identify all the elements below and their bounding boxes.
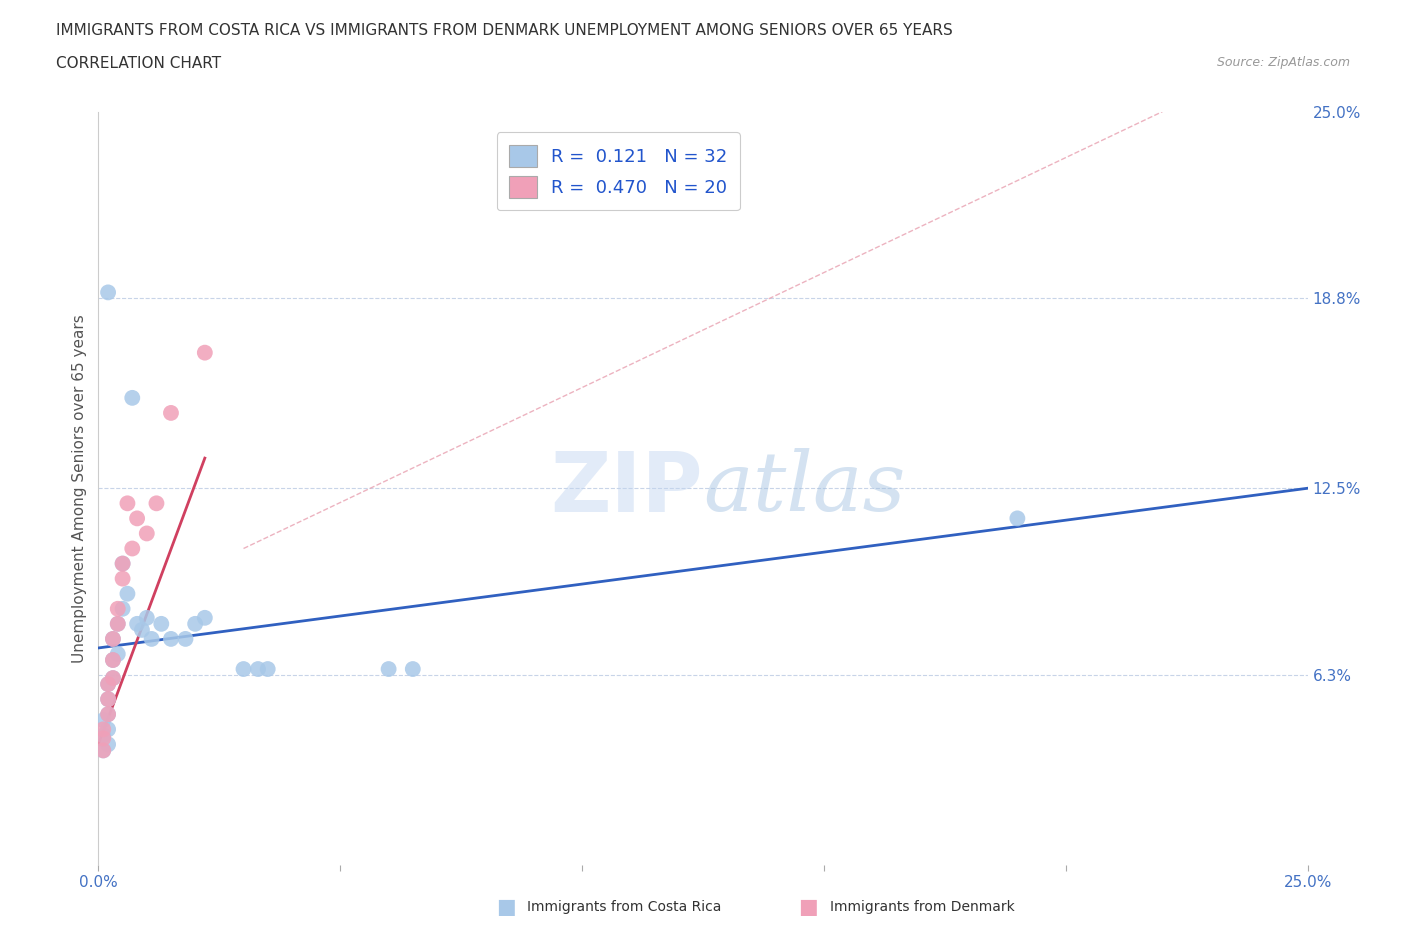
Point (101, 631, 124, 646)
Point (97, 677, 120, 692)
Point (91, 743, 114, 758)
Point (402, 661, 425, 676)
Point (145, 496, 167, 511)
Point (91, 743, 114, 758)
Point (91, 731, 114, 746)
Text: ■: ■ (496, 897, 516, 917)
Point (97, 707, 120, 722)
Point (101, 653, 124, 668)
Point (101, 631, 124, 646)
Point (97, 692, 120, 707)
Point (127, 617, 149, 631)
Point (117, 496, 139, 511)
Point (194, 345, 217, 360)
Point (107, 646, 129, 661)
Point (91, 722, 114, 737)
Point (131, 622, 153, 637)
Point (97, 737, 120, 751)
Text: atlas: atlas (703, 448, 905, 528)
Point (232, 661, 254, 676)
Point (135, 526, 157, 541)
Point (97, 285, 120, 299)
Point (141, 631, 163, 646)
Point (150, 617, 173, 631)
Point (107, 617, 129, 631)
Point (107, 617, 129, 631)
Point (101, 671, 124, 685)
Point (377, 661, 399, 676)
Point (91, 712, 114, 727)
Point (111, 556, 134, 571)
Legend: R =  0.121   N = 32, R =  0.470   N = 20: R = 0.121 N = 32, R = 0.470 N = 20 (496, 132, 740, 210)
Point (101, 671, 124, 685)
Point (121, 541, 143, 556)
Text: IMMIGRANTS FROM COSTA RICA VS IMMIGRANTS FROM DENMARK UNEMPLOYMENT AMONG SENIORS: IMMIGRANTS FROM COSTA RICA VS IMMIGRANTS… (56, 23, 953, 38)
Point (160, 631, 183, 646)
Point (101, 653, 124, 668)
Text: Immigrants from Costa Rica: Immigrants from Costa Rica (527, 899, 721, 914)
Point (111, 556, 134, 571)
Y-axis label: Unemployment Among Seniors over 65 years: Unemployment Among Seniors over 65 years (72, 314, 87, 662)
Point (107, 602, 129, 617)
Point (111, 571, 134, 586)
Point (160, 405, 183, 420)
Point (135, 610, 157, 625)
Text: ■: ■ (799, 897, 818, 917)
Point (174, 631, 197, 646)
Text: CORRELATION CHART: CORRELATION CHART (56, 56, 221, 71)
Text: Immigrants from Denmark: Immigrants from Denmark (830, 899, 1014, 914)
Point (247, 661, 270, 676)
Point (256, 661, 278, 676)
Point (1007, 511, 1029, 525)
Point (111, 602, 134, 617)
Point (121, 391, 143, 405)
Point (97, 707, 120, 722)
Point (97, 677, 120, 692)
Point (184, 617, 207, 631)
Point (97, 692, 120, 707)
Point (127, 511, 149, 525)
Text: Source: ZipAtlas.com: Source: ZipAtlas.com (1216, 56, 1350, 69)
Point (117, 586, 139, 601)
Point (97, 722, 120, 737)
Text: ZIP: ZIP (551, 447, 703, 529)
Point (91, 728, 114, 743)
Point (194, 610, 217, 625)
